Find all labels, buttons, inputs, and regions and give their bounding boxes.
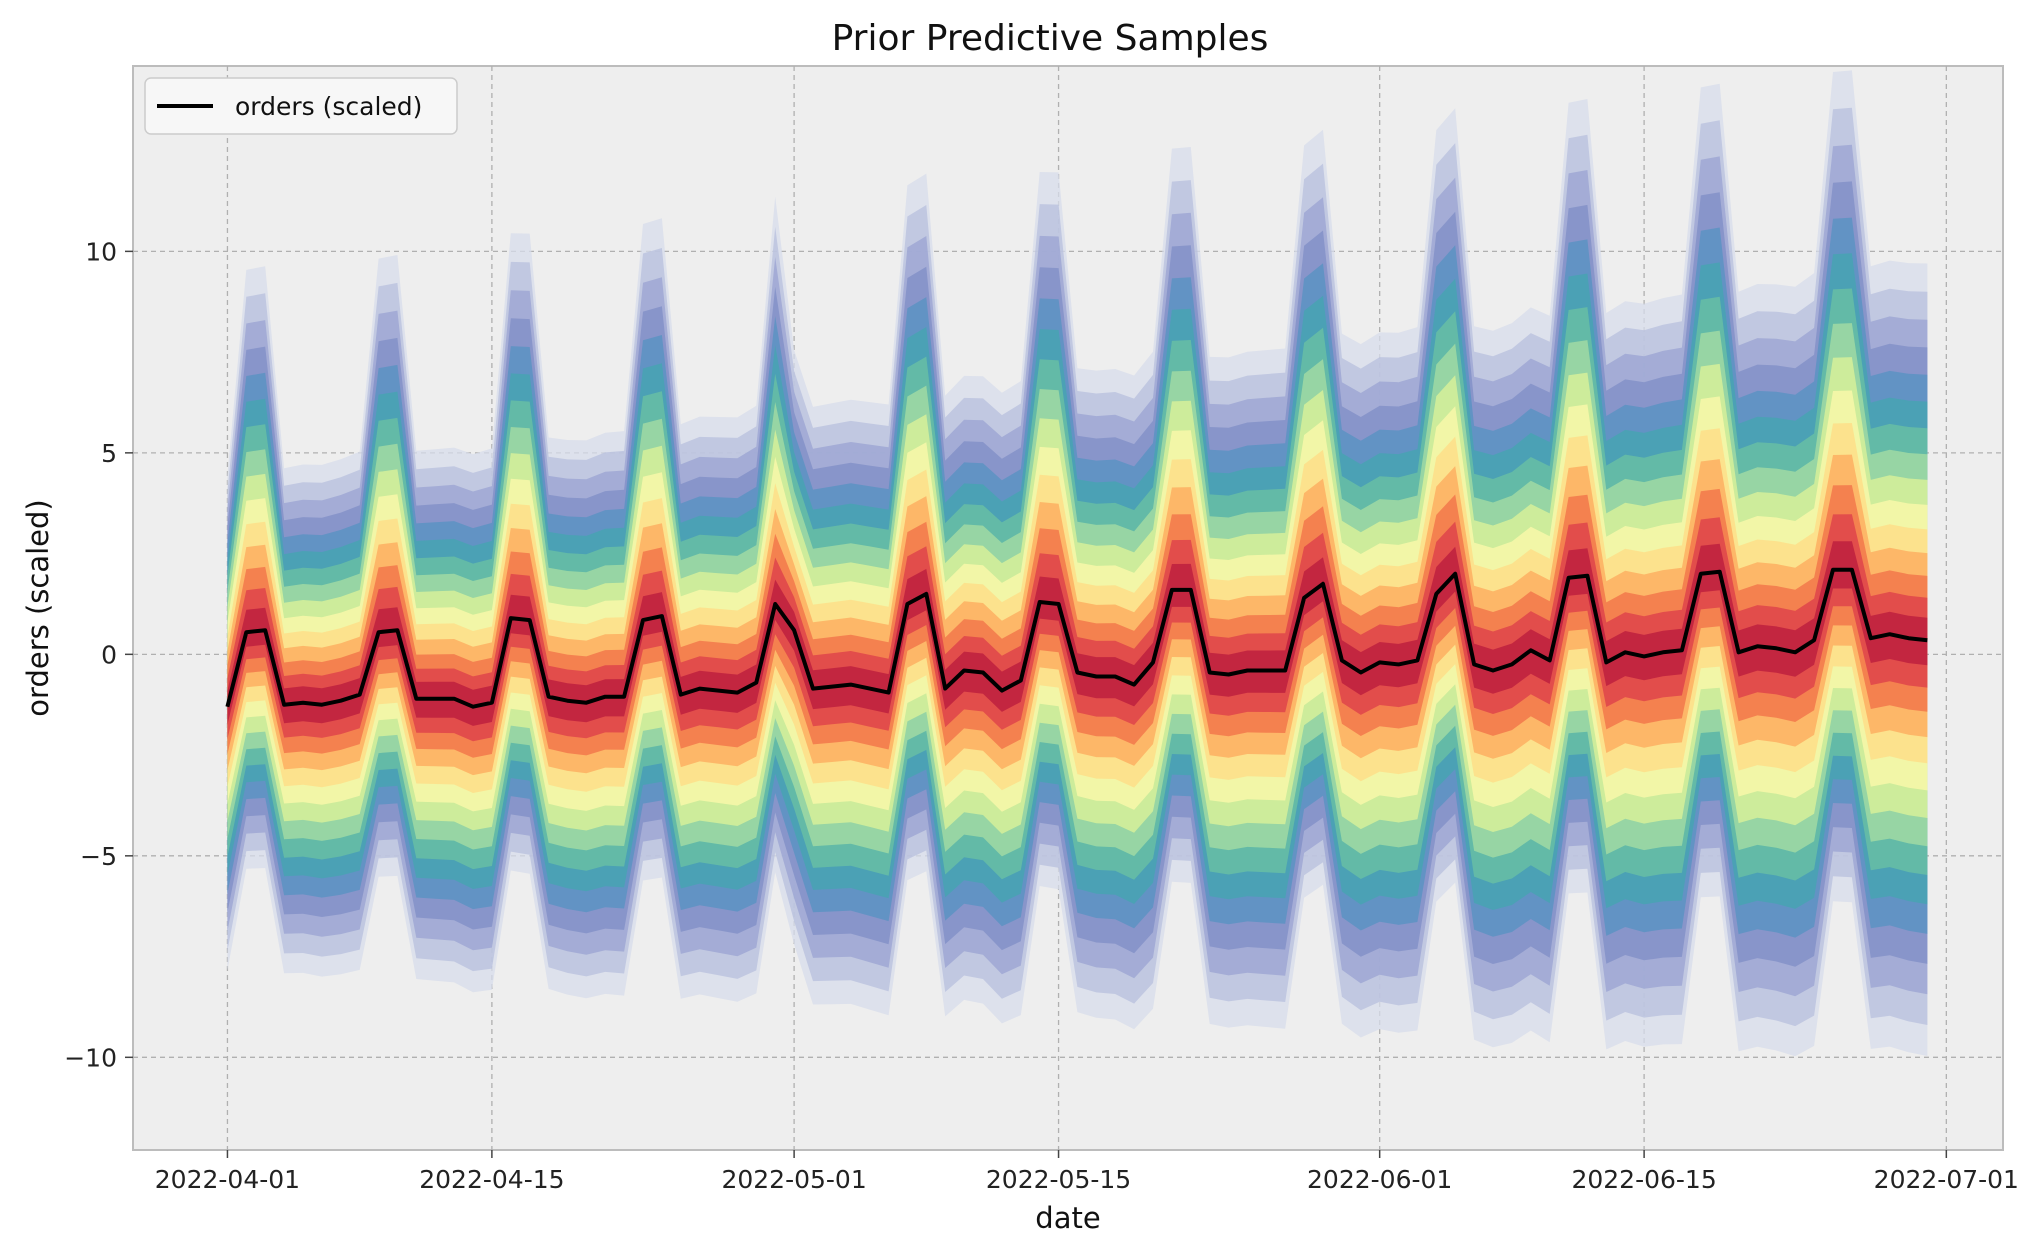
y-tick-label: 5: [101, 439, 117, 468]
forecast-bands: [227, 70, 1928, 1057]
legend: orders (scaled): [144, 77, 458, 135]
y-tick-label: 0: [101, 640, 117, 669]
series-line-orders-scaled: [225, 567, 1928, 709]
legend-box: [144, 77, 458, 135]
x-tick-label: 2022-06-15: [1571, 1165, 1716, 1194]
x-axis-label: date: [1035, 1201, 1100, 1235]
chart-title: Prior Predictive Samples: [832, 18, 1269, 59]
y-tick-label: −5: [80, 842, 117, 871]
y-tick-label: 10: [85, 237, 117, 266]
band-layer: [227, 541, 1928, 726]
x-tick-label: 2022-04-15: [419, 1165, 564, 1194]
x-tick-label: 2022-05-15: [986, 1165, 1131, 1194]
x-tick-label: 2022-05-01: [721, 1165, 866, 1194]
x-tick-label: 2022-06-01: [1307, 1165, 1452, 1194]
x-tick-label: 2022-07-01: [1874, 1165, 2019, 1194]
x-tick-label: 2022-04-01: [155, 1165, 300, 1194]
x-axis: 2022-04-01 2022-04-15 2022-05-01 2022-05-15…: [155, 1150, 2019, 1194]
legend-entry-orders-scaled: orders (scaled): [235, 92, 422, 121]
y-tick-label: −10: [64, 1043, 117, 1072]
y-axis: −10 −5 0 5 10: [64, 237, 133, 1072]
y-axis-label: orders (scaled): [21, 499, 55, 716]
